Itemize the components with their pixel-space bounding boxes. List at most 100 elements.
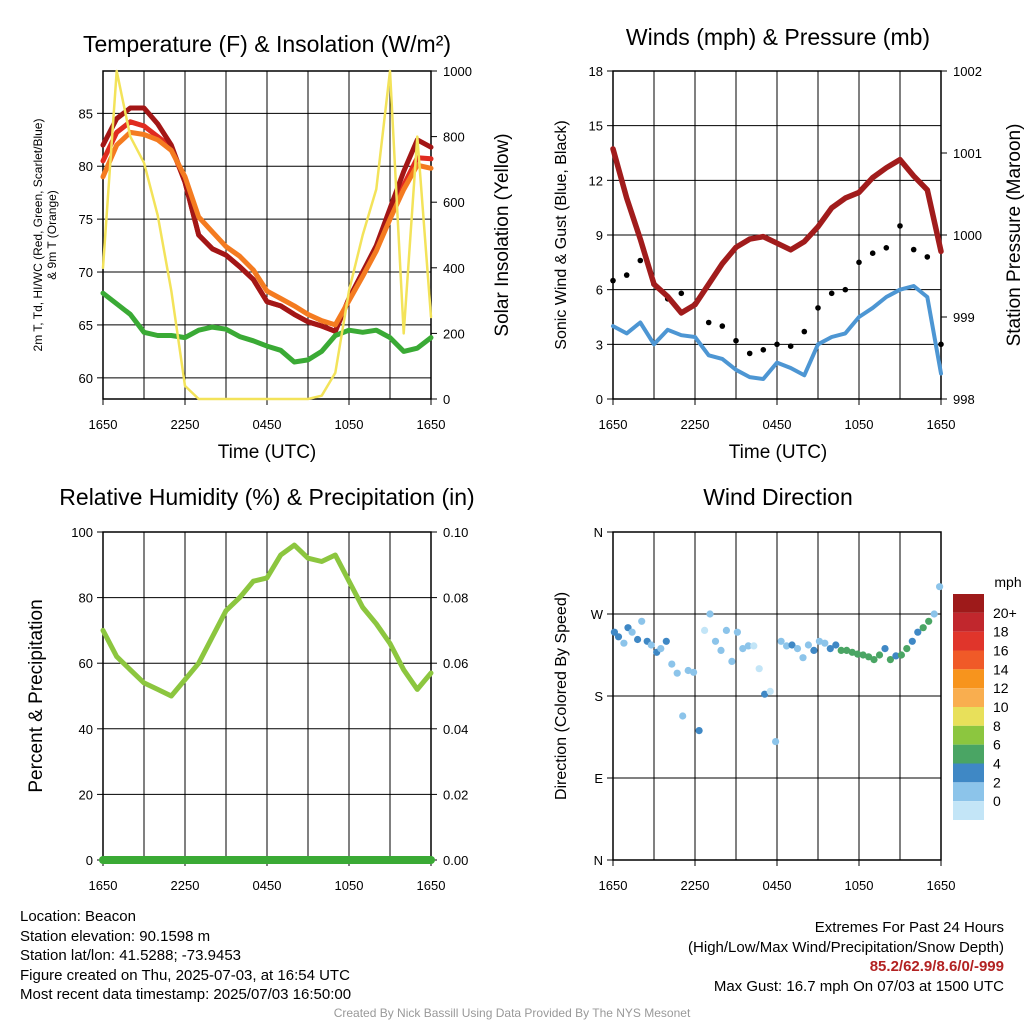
y-tick-label: 100 (71, 525, 93, 540)
y2-tick-label: 400 (443, 261, 465, 276)
direction-point (859, 651, 867, 659)
y2-tick-label: 0.00 (443, 853, 468, 868)
extremes-info: Extremes For Past 24 Hours (High/Low/Max… (688, 918, 1004, 996)
colorbar-swatch (953, 707, 984, 726)
y-tick-label: 12 (589, 173, 603, 188)
x-tick-label: 2250 (681, 417, 710, 432)
y2-tick-label: 1002 (953, 64, 982, 79)
colorbar-swatch (953, 594, 984, 613)
gust-point (787, 343, 794, 350)
direction-point (733, 628, 742, 636)
colorbar-swatch (953, 631, 984, 651)
direction-point (886, 656, 895, 664)
x-tick-label: 1050 (845, 878, 874, 893)
y2-tick-label: 1001 (953, 146, 982, 161)
direction-point (810, 646, 818, 655)
direction-point (728, 657, 736, 666)
colorbar-swatch (953, 612, 984, 632)
direction-point (788, 641, 796, 649)
direction-point (875, 651, 884, 659)
gust-point (705, 319, 712, 326)
direction-point (815, 637, 824, 645)
direction-point (634, 635, 642, 644)
x-tick-label: 0450 (763, 878, 792, 893)
y-tick-label: 40 (79, 722, 93, 737)
extremes-heading: Extremes For Past 24 Hours (814, 919, 1004, 936)
series-line (100, 290, 434, 365)
wind-panel-title: Winds (mph) & Pressure (mb) (626, 24, 930, 50)
x-tick-label: 0450 (253, 878, 282, 893)
direction-point (826, 645, 834, 653)
dir-colorbar-title: mph (994, 574, 1021, 590)
y-tick-label: 20 (79, 787, 93, 802)
y-tick-label: 0 (86, 853, 93, 868)
direction-point (628, 628, 636, 636)
chart-1: 0 3 6 9 12 15 18 998 999 1000 1001 1002 1650 2250 0450… (589, 64, 982, 432)
direction-point (662, 637, 670, 645)
direction-point (936, 583, 944, 591)
plot-frame (612, 531, 942, 861)
gust-point (637, 257, 644, 264)
elevation-text: Station elevation: 90.1598 m (20, 927, 211, 945)
gust-point (938, 341, 944, 348)
direction-point (897, 651, 906, 659)
direction-point (706, 610, 714, 618)
colorbar-swatch (953, 801, 984, 820)
x-tick-label: 2250 (171, 878, 200, 893)
x-tick-label: 1650 (417, 417, 446, 432)
y2-tick-label: 600 (443, 195, 465, 210)
colorbar-label: 14 (993, 661, 1009, 677)
gust-point (623, 272, 630, 278)
direction-point (793, 645, 802, 653)
direction-point (881, 645, 889, 653)
y-tick-label: 9 (596, 228, 603, 243)
y-tick-label: 60 (79, 371, 93, 386)
colorbar-label: 0 (993, 793, 1001, 809)
direction-point (711, 637, 720, 645)
y2-tick-label: 999 (953, 310, 975, 325)
direction-point (750, 642, 758, 650)
max-gust-text: Max Gust: 16.7 mph On 07/03 at 1500 UTC (713, 977, 1004, 995)
colorbar-label: 8 (993, 718, 1001, 734)
series-line (100, 129, 434, 328)
colorbar-swatch (953, 763, 984, 783)
direction-point (919, 624, 927, 632)
y-tick-label: 75 (79, 212, 93, 227)
extremes-values: 85.2/62.9/8.6/0/-999 (869, 958, 1004, 975)
temp-panel-title: Temperature (F) & Insolation (W/m²) (83, 31, 451, 57)
x-tick-label: 1650 (89, 417, 118, 432)
temp-ylabel-left-line1: 2m T, Td, HI/WC (Red, Green, Scarlet/Blu… (31, 119, 45, 352)
x-tick-label: 1650 (599, 417, 628, 432)
x-tick-label: 0450 (253, 417, 282, 432)
y-tick-label: N (594, 525, 603, 540)
station-info: Location: Beacon Station elevation: 90.1… (20, 907, 351, 1005)
direction-point (837, 646, 845, 655)
y-tick-label: 80 (79, 159, 93, 174)
y-tick-label: S (594, 689, 603, 704)
temp-ylabel-right: Solar Insolation (Yellow) (492, 133, 513, 336)
direction-point (843, 646, 851, 655)
y2-tick-label: 0.04 (443, 722, 468, 737)
x-tick-label: 1650 (599, 878, 628, 893)
direction-point (614, 633, 623, 641)
y-tick-label: 0 (596, 392, 603, 407)
latlon-text: Station lat/lon: 41.5288; -73.9453 (20, 947, 242, 964)
colorbar-label: 20+ (993, 605, 1017, 621)
dir-panel-title: Wind Direction (703, 484, 853, 510)
y-tick-label: W (591, 607, 604, 622)
direction-point (854, 650, 862, 658)
colorbar-swatch (953, 782, 984, 802)
y-tick-label: 18 (589, 64, 603, 79)
direction-point (870, 656, 878, 664)
direction-point (668, 660, 676, 668)
direction-point (701, 626, 709, 635)
colorbar-swatch (953, 688, 984, 707)
direction-point (903, 645, 911, 653)
y2-tick-label: 1000 (443, 64, 472, 79)
gust-point (746, 350, 753, 357)
x-tick-label: 1050 (335, 417, 364, 432)
direction-point (717, 646, 725, 655)
chart-0: 60 65 70 75 80 85 0 200 400 600 800 1000 1650 2250 045… (79, 64, 472, 432)
gust-point (924, 254, 931, 260)
